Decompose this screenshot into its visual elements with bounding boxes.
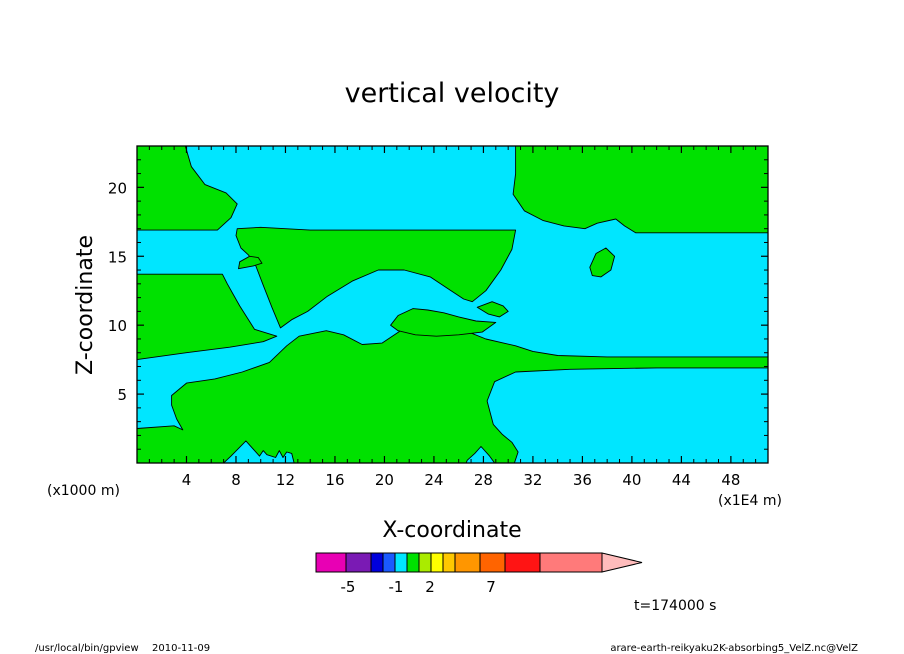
colorbar-tick-label: 7	[486, 578, 496, 596]
contour-region-8	[390, 308, 497, 337]
y-axis: 5 10 15 20	[108, 159, 768, 450]
colorbar-swatch	[454, 552, 481, 573]
colorbar-labels: -5 -1 2 7	[341, 578, 496, 596]
x-tick-label: 24	[424, 471, 443, 489]
colorbar-swatch	[504, 552, 541, 573]
contour-region-4	[235, 226, 517, 329]
x-tick-label: 48	[721, 471, 740, 489]
x-tick-label: 12	[276, 471, 295, 489]
contour-region-7	[137, 320, 768, 463]
colorbar	[315, 552, 643, 573]
y-tick-label: 10	[108, 317, 127, 335]
colorbar-swatch	[430, 552, 444, 573]
colorbar-swatch	[394, 552, 408, 573]
plot-frame	[136, 145, 769, 464]
colorbar-swatch	[479, 552, 506, 573]
time-label: t=174000 s	[634, 598, 716, 614]
x-tick-label: 32	[523, 471, 542, 489]
colorbar-swatch	[442, 552, 456, 573]
x-tick-label: 40	[622, 471, 641, 489]
y-tick-label: 5	[117, 386, 127, 404]
y-tick-label: 15	[108, 248, 127, 266]
contour-region-5	[238, 255, 263, 270]
x-axis: 4 8 12 16 20 24 28 32 36 40 44 48	[148, 146, 757, 489]
y-axis-unit: (x1000 m)	[47, 483, 120, 499]
source-file: arare-earth-reikyaku2K-absorbing5_VelZ.n…	[610, 643, 858, 654]
contour-region-2	[512, 146, 768, 234]
colorbar-tick-label: -1	[389, 578, 404, 596]
colorbar-swatch	[345, 552, 372, 573]
date-stamp: 2010-11-09	[152, 643, 210, 654]
program-path: /usr/local/bin/gpview	[35, 643, 139, 654]
field-layer	[137, 146, 768, 463]
x-axis-unit: (x1E4 m)	[718, 493, 782, 509]
colorbar-tick-label: 2	[425, 578, 435, 596]
chart-title: vertical velocity	[345, 78, 560, 109]
x-tick-label: 4	[182, 471, 192, 489]
x-tick-label: 28	[474, 471, 493, 489]
x-tick-label: 20	[375, 471, 394, 489]
colorbar-swatch	[539, 552, 603, 573]
colorbar-swatch	[315, 552, 347, 573]
contour-region-1	[137, 146, 238, 231]
x-axis-title: X-coordinate	[382, 518, 521, 543]
contour-region-6	[589, 247, 616, 278]
colorbar-extend-arrow	[601, 552, 643, 573]
colorbar-tick-label: -5	[341, 578, 356, 596]
x-tick-label: 36	[573, 471, 592, 489]
contour-region-3	[137, 273, 278, 361]
plot-area	[137, 146, 768, 463]
colorbar-swatch	[418, 552, 432, 573]
colorbar-swatch	[382, 552, 396, 573]
colorbar-swatch	[370, 552, 384, 573]
colorbar-swatch	[406, 552, 420, 573]
x-tick-label: 44	[672, 471, 691, 489]
x-tick-label: 8	[231, 471, 241, 489]
y-tick-label: 20	[108, 179, 127, 197]
x-tick-label: 16	[325, 471, 344, 489]
y-axis-title: Z-coordinate	[73, 235, 98, 375]
contour-region-9	[476, 301, 509, 318]
